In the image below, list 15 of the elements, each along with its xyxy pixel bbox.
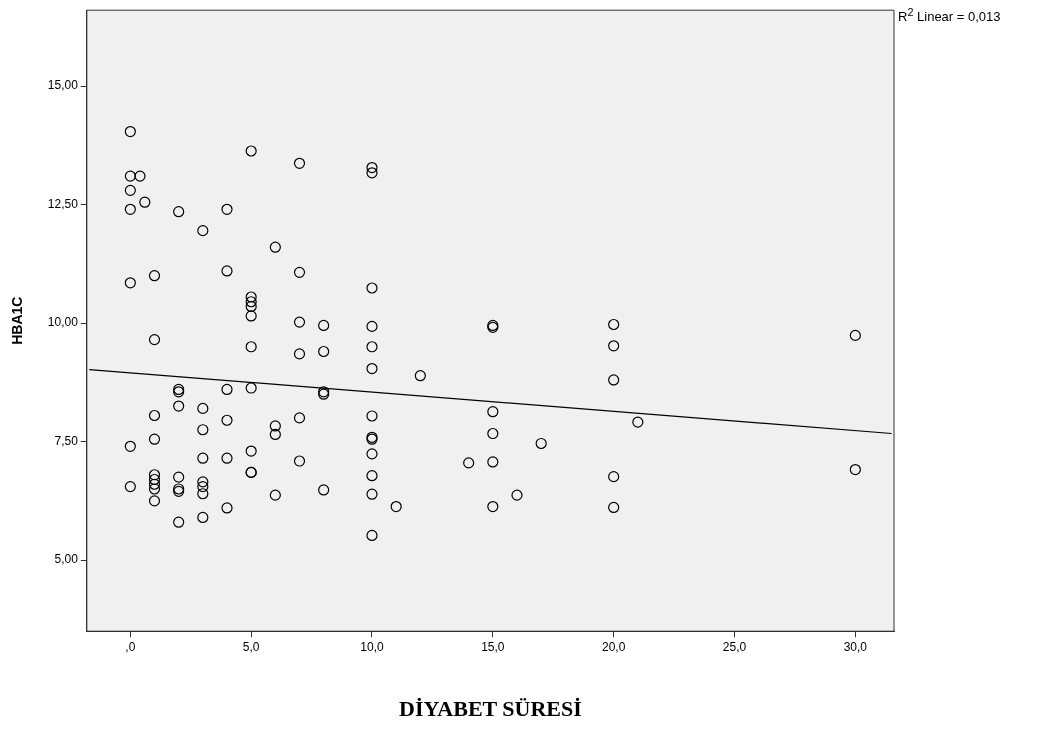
y-tick-label: 10,00 <box>47 315 79 330</box>
x-tick-label: 5,0 <box>242 639 260 654</box>
x-tick-label: 15,0 <box>481 639 505 654</box>
x-tick-label: 30,0 <box>843 639 868 654</box>
y-tick-label: 15,00 <box>47 78 79 93</box>
x-axis-title: DİYABET SÜRESİ <box>399 696 582 722</box>
x-tick-label: 20,0 <box>601 639 626 654</box>
text: R$^{2}$ Linear = 0,013 <box>898 6 1001 25</box>
y-tick-label: 7,50 <box>54 433 79 448</box>
y-axis-title: HBA1C <box>9 296 26 345</box>
x-tick-label: 10,0 <box>360 639 384 654</box>
x-tick-label: ,0 <box>125 639 136 654</box>
y-tick-label: 12,50 <box>47 196 79 211</box>
y-tick-label: 5,00 <box>54 552 79 567</box>
x-tick-label: 25,0 <box>722 639 747 654</box>
